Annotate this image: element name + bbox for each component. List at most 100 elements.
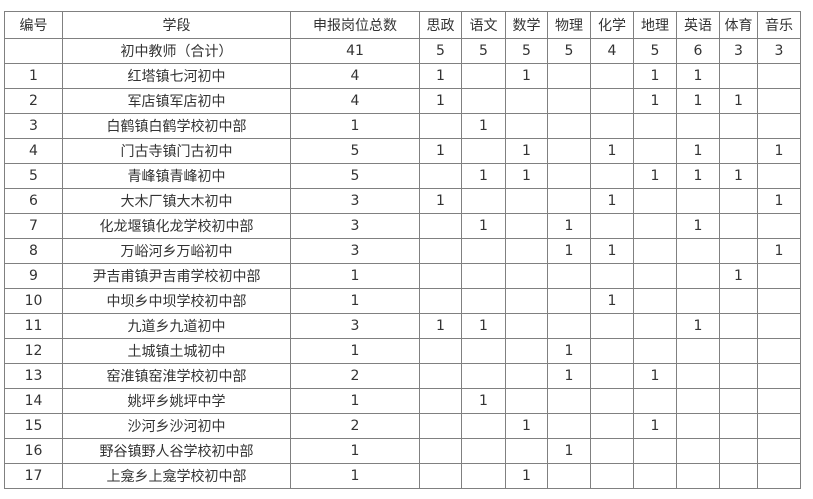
row-number-cell: 4 bbox=[4, 138, 63, 164]
table-header-row: 编号 学段 申报岗位总数 思政 语文 数学 物理 化学 地理 英语 体育 音乐 bbox=[4, 11, 801, 39]
table-row: 5 青峰镇青峰初中 5 1 1 1 1 1 bbox=[4, 163, 801, 189]
subject-count-cell bbox=[547, 113, 591, 139]
row-number-cell: 9 bbox=[4, 263, 63, 289]
subject-count-cell bbox=[419, 113, 462, 139]
subject-count-cell bbox=[461, 463, 506, 489]
subject-count-cell bbox=[590, 263, 634, 289]
subject-count-cell bbox=[505, 313, 548, 339]
total-positions-cell: 1 bbox=[290, 438, 420, 464]
subject-count-cell bbox=[757, 288, 801, 314]
subject-count-cell bbox=[547, 463, 591, 489]
subject-count-cell bbox=[547, 63, 591, 89]
table-body: 初中教师（合计） 41 5 5 5 5 4 5 6 3 3 1 红塔镇七河初中 4 1 1 1 1 2 军店镇军店初中… bbox=[4, 38, 801, 489]
table-row: 6 大木厂镇大木初中 3 1 1 1 bbox=[4, 188, 801, 214]
row-number-cell bbox=[4, 38, 63, 64]
subject-count-cell bbox=[419, 163, 462, 189]
total-positions-cell: 5 bbox=[290, 138, 420, 164]
subject-count-cell: 3 bbox=[719, 38, 758, 64]
table-row: 13 窑淮镇窑淮学校初中部 2 1 1 bbox=[4, 363, 801, 389]
column-header: 音乐 bbox=[757, 11, 801, 39]
row-number-cell: 5 bbox=[4, 163, 63, 189]
subject-count-cell: 1 bbox=[547, 238, 591, 264]
table-row: 11 九道乡九道初中 3 1 1 1 bbox=[4, 313, 801, 339]
row-number-cell: 17 bbox=[4, 463, 63, 489]
subject-count-cell: 1 bbox=[505, 413, 548, 439]
subject-count-cell bbox=[757, 88, 801, 114]
subject-count-cell: 1 bbox=[590, 238, 634, 264]
subject-count-cell bbox=[590, 438, 634, 464]
subject-count-cell bbox=[633, 263, 677, 289]
subject-count-cell: 4 bbox=[590, 38, 634, 64]
total-positions-cell: 3 bbox=[290, 188, 420, 214]
table-row: 8 万峪河乡万峪初中 3 1 1 1 bbox=[4, 238, 801, 264]
total-positions-cell: 1 bbox=[290, 338, 420, 364]
subject-count-cell: 1 bbox=[676, 163, 720, 189]
school-name-cell: 化龙堰镇化龙学校初中部 bbox=[62, 213, 291, 239]
subject-count-cell bbox=[461, 288, 506, 314]
subject-count-cell bbox=[590, 338, 634, 364]
subject-count-cell bbox=[590, 388, 634, 414]
subject-count-cell: 1 bbox=[547, 213, 591, 239]
subject-count-cell bbox=[461, 63, 506, 89]
total-positions-cell: 4 bbox=[290, 63, 420, 89]
subject-count-cell bbox=[676, 288, 720, 314]
subject-count-cell bbox=[590, 313, 634, 339]
column-header: 数学 bbox=[505, 11, 548, 39]
subject-count-cell bbox=[676, 113, 720, 139]
subject-count-cell bbox=[547, 413, 591, 439]
subject-count-cell bbox=[676, 388, 720, 414]
subject-count-cell bbox=[419, 388, 462, 414]
column-header: 编号 bbox=[4, 11, 63, 39]
subject-count-cell: 1 bbox=[590, 288, 634, 314]
row-number-cell: 15 bbox=[4, 413, 63, 439]
subject-count-cell: 1 bbox=[547, 338, 591, 364]
subject-count-cell bbox=[757, 163, 801, 189]
subject-count-cell bbox=[590, 88, 634, 114]
column-header: 语文 bbox=[461, 11, 506, 39]
school-name-cell: 中坝乡中坝学校初中部 bbox=[62, 288, 291, 314]
row-number-cell: 1 bbox=[4, 63, 63, 89]
column-header: 英语 bbox=[676, 11, 720, 39]
total-positions-cell: 1 bbox=[290, 288, 420, 314]
column-header: 体育 bbox=[719, 11, 758, 39]
subject-count-cell: 1 bbox=[633, 163, 677, 189]
row-number-cell: 16 bbox=[4, 438, 63, 464]
subject-count-cell bbox=[719, 363, 758, 389]
subject-count-cell: 5 bbox=[461, 38, 506, 64]
subject-count-cell bbox=[505, 188, 548, 214]
subject-count-cell bbox=[719, 188, 758, 214]
subject-count-cell bbox=[547, 263, 591, 289]
subject-count-cell bbox=[461, 413, 506, 439]
school-name-cell: 野谷镇野人谷学校初中部 bbox=[62, 438, 291, 464]
subject-count-cell bbox=[461, 438, 506, 464]
total-positions-cell: 2 bbox=[290, 413, 420, 439]
row-number-cell: 12 bbox=[4, 338, 63, 364]
row-number-cell: 14 bbox=[4, 388, 63, 414]
subject-count-cell bbox=[757, 463, 801, 489]
subject-count-cell: 1 bbox=[633, 63, 677, 89]
subject-count-cell bbox=[633, 463, 677, 489]
subject-count-cell bbox=[505, 113, 548, 139]
subject-count-cell bbox=[676, 413, 720, 439]
subject-count-cell bbox=[719, 238, 758, 264]
table-row: 10 中坝乡中坝学校初中部 1 1 bbox=[4, 288, 801, 314]
subject-count-cell: 1 bbox=[757, 138, 801, 164]
subject-count-cell: 1 bbox=[547, 363, 591, 389]
subject-count-cell: 5 bbox=[633, 38, 677, 64]
subject-count-cell: 1 bbox=[719, 88, 758, 114]
total-positions-cell: 5 bbox=[290, 163, 420, 189]
subject-count-cell bbox=[676, 338, 720, 364]
subject-count-cell: 1 bbox=[547, 438, 591, 464]
subject-count-cell bbox=[719, 388, 758, 414]
subject-count-cell bbox=[633, 138, 677, 164]
subject-count-cell bbox=[719, 138, 758, 164]
subject-count-cell bbox=[633, 288, 677, 314]
subject-count-cell: 1 bbox=[419, 188, 462, 214]
table-row: 2 军店镇军店初中 4 1 1 1 1 bbox=[4, 88, 801, 114]
total-positions-cell: 3 bbox=[290, 313, 420, 339]
school-name-cell: 白鹤镇白鹤学校初中部 bbox=[62, 113, 291, 139]
subject-count-cell bbox=[676, 263, 720, 289]
subject-count-cell bbox=[419, 363, 462, 389]
subject-count-cell: 3 bbox=[757, 38, 801, 64]
subject-count-cell: 1 bbox=[676, 88, 720, 114]
